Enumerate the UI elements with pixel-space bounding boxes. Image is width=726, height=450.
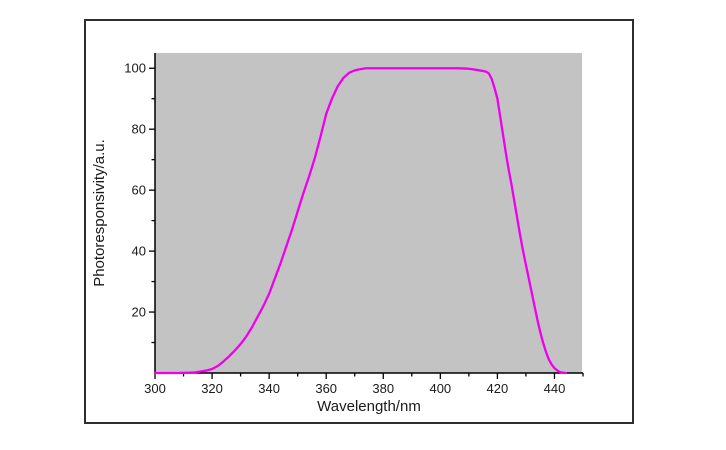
plot-area <box>155 53 582 373</box>
x-tick-label: 340 <box>258 381 280 396</box>
y-tick-label: 40 <box>132 244 146 259</box>
photoresponsivity-curve <box>153 67 568 375</box>
x-tick-label: 300 <box>144 381 166 396</box>
y-tick-label: 20 <box>132 305 146 320</box>
x-tick-label: 440 <box>544 381 566 396</box>
x-tick-label: 320 <box>201 381 223 396</box>
axis-tick-labels: 300 320 340 360 380 400 420 440 20 40 60 80 100 <box>124 61 565 396</box>
x-axis-title: Wavelength/nm <box>317 398 421 415</box>
y-tick-label: 60 <box>132 183 146 198</box>
x-tick-label: 360 <box>315 381 337 396</box>
y-tick-label: 100 <box>124 61 146 76</box>
y-axis-title: Photoresponsivity/a.u. <box>91 139 108 287</box>
x-tick-label: 420 <box>487 381 509 396</box>
y-tick-label: 80 <box>132 122 146 137</box>
x-tick-label: 380 <box>372 381 394 396</box>
x-tick-label: 400 <box>429 381 451 396</box>
